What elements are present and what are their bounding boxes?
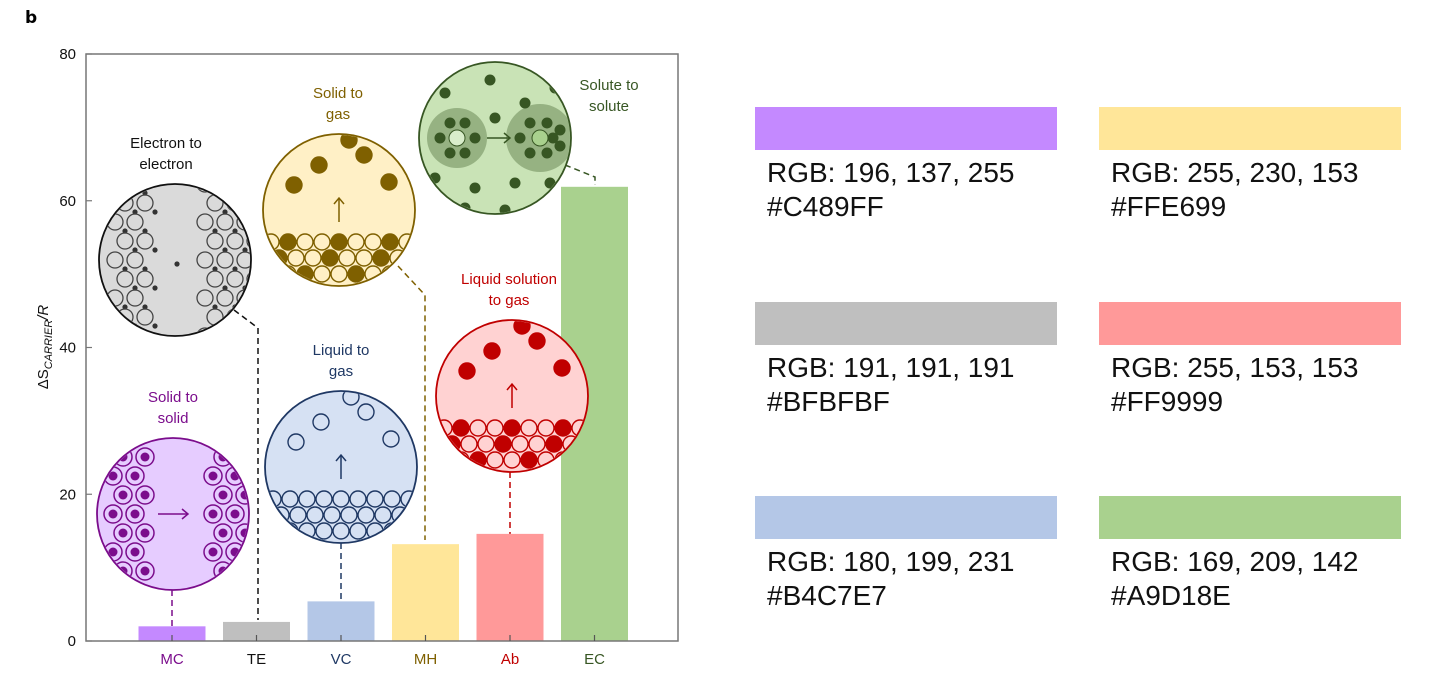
annotation-label-line: electron <box>139 156 192 173</box>
panel-label: b <box>25 8 38 28</box>
swatch-label: RGB: 255, 230, 153 #FFE699 <box>1111 156 1401 224</box>
y-tick-label: 40 <box>59 340 76 357</box>
x-tick-label-ec: EC <box>584 651 605 668</box>
color-swatch <box>755 107 1057 150</box>
y-axis-label-tail: /R <box>35 305 52 321</box>
bar-ab <box>476 533 544 641</box>
swatch-hex: #BFBFBF <box>767 386 890 417</box>
color-swatch <box>1099 107 1401 150</box>
bar-chart: Solid to solid Electron to electron Liquid t… <box>35 46 679 668</box>
annotation-label-line: to gas <box>489 292 530 309</box>
swatch-label: RGB: 191, 191, 191 #BFBFBF <box>767 351 1057 419</box>
annotation-label-line: solute <box>589 98 629 115</box>
y-axis-label: ΔSCARRIER/R <box>35 305 55 390</box>
swatch-rgb: RGB: 255, 153, 153 <box>1111 352 1359 383</box>
annotation-label-line: gas <box>329 363 353 380</box>
y-tick-label: 80 <box>59 46 76 63</box>
y-tick-label: 0 <box>68 633 76 650</box>
x-tick-label-ab: Ab <box>501 651 519 668</box>
bar-vc <box>307 601 375 641</box>
annotation-mc: Solid to solid <box>96 389 250 627</box>
bar-mh <box>392 544 459 641</box>
swatch-rgb: RGB: 169, 209, 142 <box>1111 546 1359 577</box>
swatch-label: RGB: 180, 199, 231 #B4C7E7 <box>767 545 1057 613</box>
swatch-rgb: RGB: 191, 191, 191 <box>767 352 1015 383</box>
y-axis-label-sub: CARRIER <box>43 320 55 370</box>
swatch-block-4: RGB: 255, 153, 153 #FF9999 <box>1099 302 1401 419</box>
y-tick-label: 60 <box>59 193 76 210</box>
swatch-rgb: RGB: 196, 137, 255 <box>767 157 1015 188</box>
swatch-hex: #FFE699 <box>1111 191 1227 222</box>
swatch-label: RGB: 196, 137, 255 #C489FF <box>767 156 1057 224</box>
swatch-label: RGB: 169, 209, 142 #A9D18E <box>1111 545 1401 613</box>
annotation-label-line: Electron to <box>130 135 202 152</box>
annotation-label: Liquid solution to gas <box>461 271 557 309</box>
y-axis-label-main: ΔS <box>35 369 52 389</box>
swatch-rgb: RGB: 255, 230, 153 <box>1111 157 1359 188</box>
swatch-block-1: RGB: 196, 137, 255 #C489FF <box>755 107 1057 224</box>
annotation-mh: Solid to gas <box>262 85 426 540</box>
swatch-label: RGB: 255, 153, 153 #FF9999 <box>1111 351 1401 419</box>
connector-line <box>397 265 426 540</box>
color-swatch <box>1099 302 1401 345</box>
bar-te <box>223 621 290 641</box>
schematic-circle <box>98 183 252 337</box>
bar-mc <box>138 626 206 641</box>
annotation-label: Solid to gas <box>313 85 363 123</box>
annotation-ab: Liquid solution to gas <box>435 271 589 534</box>
x-tick-label-mh: MH <box>414 651 437 668</box>
x-tick-label-mc: MC <box>160 651 183 668</box>
annotation-label-line: solid <box>158 410 189 427</box>
connector-line <box>564 164 596 185</box>
annotation-ec: Solute to solute <box>418 61 639 215</box>
y-tick-label: 20 <box>59 486 76 503</box>
swatch-hex: #A9D18E <box>1111 580 1231 611</box>
annotation-label-line: Solid to <box>148 389 198 406</box>
annotation-label: Solute to solute <box>579 77 638 115</box>
connector-line <box>233 309 259 620</box>
color-swatch <box>1099 496 1401 539</box>
swatch-hex: #FF9999 <box>1111 386 1224 417</box>
annotation-label: Electron to electron <box>130 135 202 173</box>
color-swatch <box>755 302 1057 345</box>
swatch-rgb: RGB: 180, 199, 231 <box>767 546 1015 577</box>
swatch-block-5: RGB: 180, 199, 231 #B4C7E7 <box>755 496 1057 613</box>
annotation-label-line: Liquid to <box>313 342 370 359</box>
x-tick-label-vc: VC <box>331 651 352 668</box>
swatch-block-6: RGB: 169, 209, 142 #A9D18E <box>1099 496 1401 613</box>
annotation-label-line: Solid to <box>313 85 363 102</box>
annotation-label-line: gas <box>326 106 350 123</box>
color-swatch <box>755 496 1057 539</box>
swatch-block-3: RGB: 191, 191, 191 #BFBFBF <box>755 302 1057 419</box>
swatch-hex: #B4C7E7 <box>767 580 887 611</box>
annotation-label: Liquid to gas <box>313 342 370 380</box>
annotation-label-line: Liquid solution <box>461 271 557 288</box>
x-tick-label-te: TE <box>247 651 266 668</box>
annotation-label-line: Solute to <box>579 77 638 94</box>
swatch-hex: #C489FF <box>767 191 884 222</box>
annotation-label: Solid to solid <box>148 389 198 427</box>
swatch-block-2: RGB: 255, 230, 153 #FFE699 <box>1099 107 1401 224</box>
